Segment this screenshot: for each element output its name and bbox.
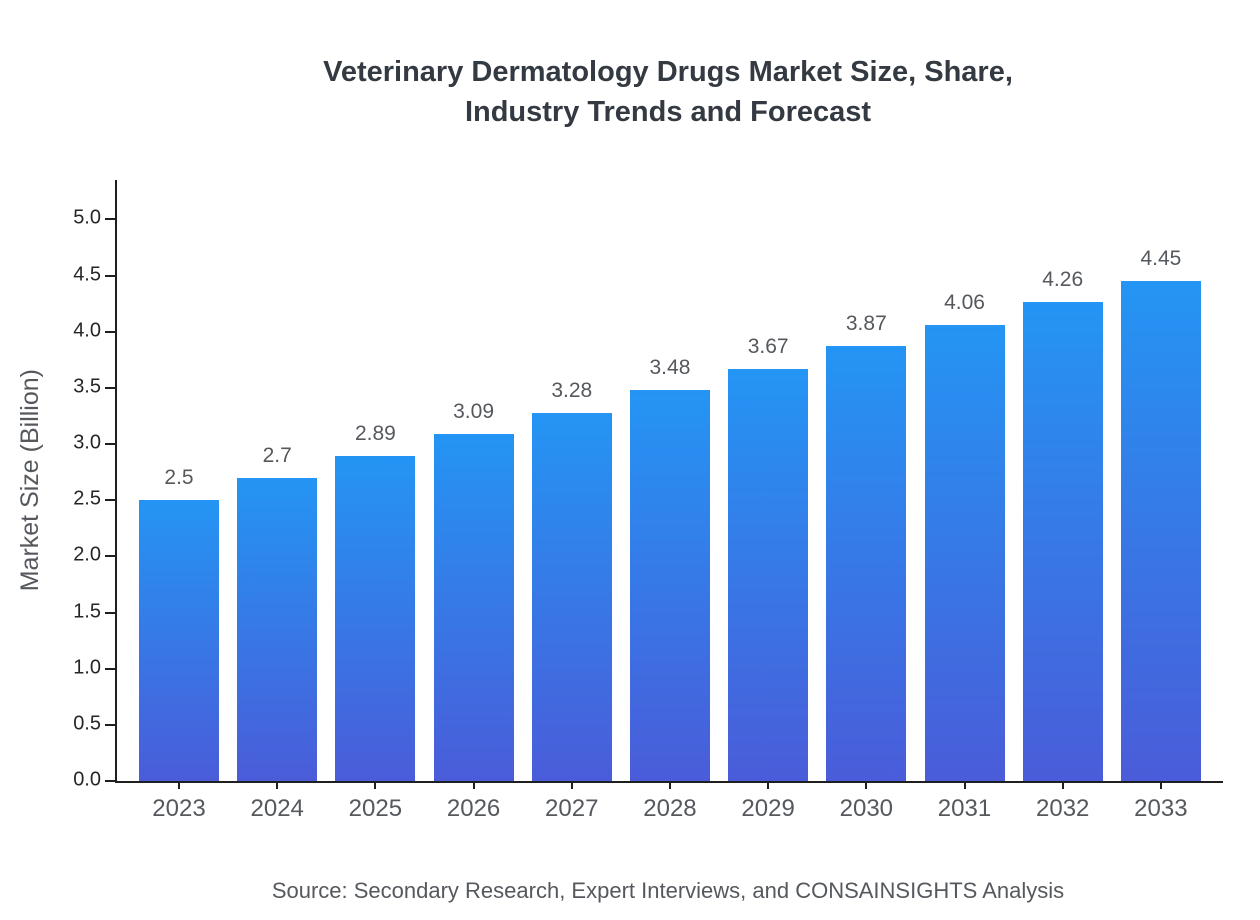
chart-title-line2: Industry Trends and Forecast	[464, 96, 872, 128]
plot-area: 2.5 2023 2.7 2024 2.89 2025 3.09 2026 3.28 2027 3.…	[73, 180, 1223, 822]
chart-title: Veterinary Dermatology Drugs Market Size…	[115, 52, 1221, 132]
y-tick-label: 4.0	[73, 319, 101, 342]
x-tick-mark	[1159, 781, 1162, 789]
x-tick-mark	[963, 781, 966, 789]
source-note: Source: Secondary Research, Expert Inter…	[271, 878, 1065, 903]
bar-value-label: 4.06	[944, 290, 985, 314]
bar-value-label: 3.28	[551, 378, 593, 402]
x-tick-mark	[767, 781, 770, 789]
bar-2029: 3.67	[728, 335, 809, 781]
y-tick-label: 1.0	[73, 656, 101, 679]
bar-value-label: 4.26	[1042, 268, 1084, 292]
y-tick-mark	[105, 780, 115, 782]
y-tick-mark	[105, 330, 115, 333]
bar-value-label: 2.7	[262, 443, 292, 467]
x-tick-mark	[668, 781, 671, 789]
bar-slot: 4.45 2033	[1120, 180, 1201, 822]
x-tick-label: 2029	[741, 795, 795, 822]
y-tick-mark	[105, 723, 115, 726]
bar-value-label: 3.48	[649, 356, 691, 380]
y-tick-label: 2.0	[73, 543, 101, 566]
x-tick-label: 2031	[937, 795, 992, 822]
y-tick-label: 4.5	[73, 262, 101, 285]
bar-slot: 2.7 2024	[237, 180, 318, 822]
bar-slot: 4.26 2032	[1022, 180, 1103, 822]
y-tick-label: 3.5	[73, 375, 101, 398]
x-tick-label: 2032	[1035, 795, 1090, 822]
x-tick-mark	[276, 781, 279, 789]
y-axis-label-text: Market Size (Billion)	[15, 369, 44, 592]
bar-2028: 3.48	[629, 356, 710, 781]
x-tick-label: 2023	[152, 795, 206, 822]
x-tick-label: 2026	[446, 795, 501, 822]
x-tick-mark	[374, 781, 377, 789]
bar-2023: 2.5	[139, 466, 219, 781]
bar-slot: 3.67 2029	[728, 180, 809, 822]
x-tick-label: 2025	[348, 795, 403, 822]
bar-2033: 4.45	[1120, 247, 1201, 781]
bar-2027: 3.28	[531, 379, 612, 781]
y-axis-label: Market Size (Billion)	[12, 180, 48, 781]
bar-2032: 4.26	[1022, 268, 1103, 781]
y-tick-mark	[105, 667, 115, 670]
y-tick-label: 1.5	[73, 599, 101, 622]
bar-2026: 3.09	[433, 400, 514, 781]
y-tick-mark	[105, 218, 115, 221]
bar-slot: 3.28 2027	[531, 180, 612, 822]
x-tick-mark	[472, 781, 475, 789]
bar-value-label: 3.67	[747, 334, 789, 358]
bar-value-label: 3.09	[453, 399, 494, 423]
bar-value-label: 2.89	[354, 422, 396, 446]
y-tick-mark	[105, 274, 115, 277]
y-tick-mark	[105, 443, 115, 445]
bar-slot: 3.48 2028	[629, 180, 710, 822]
y-tick-mark	[105, 499, 115, 502]
x-tick-mark	[1061, 781, 1064, 789]
y-tick-label: 2.5	[73, 487, 101, 510]
y-tick-label: 0.0	[73, 768, 101, 791]
x-tick-label: 2030	[839, 795, 894, 822]
bar-2031: 4.06	[924, 291, 1005, 781]
bar-slot: 2.89 2025	[335, 180, 416, 822]
bar-2024: 2.7	[237, 444, 318, 781]
x-tick-mark	[865, 781, 868, 789]
y-tick-label: 0.5	[73, 712, 101, 735]
x-tick-label: 2033	[1134, 795, 1188, 822]
bar-slot: 3.87 2030	[826, 180, 907, 822]
y-tick-label: 5.0	[73, 206, 101, 229]
bar-2030: 3.87	[826, 312, 907, 781]
bar-slot: 2.5 2023	[139, 180, 219, 822]
y-tick-label: 3.0	[73, 431, 101, 454]
y-tick-mark	[105, 386, 115, 389]
bar-2025: 2.89	[335, 422, 416, 781]
bar-value-label: 4.45	[1140, 247, 1182, 271]
chart-title-line1: Veterinary Dermatology Drugs Market Size…	[323, 56, 1013, 88]
bars: 2.5 2023 2.7 2024 2.89 2025 3.09 2026 3.28 2027 3.…	[117, 180, 1223, 822]
bar-value-label: 2.5	[164, 466, 194, 490]
bar-value-label: 3.87	[845, 312, 887, 336]
bar-slot: 3.09 2026	[433, 180, 514, 822]
x-tick-label: 2028	[643, 795, 697, 822]
x-tick-label: 2027	[545, 795, 599, 822]
y-tick-mark	[105, 555, 115, 558]
x-tick-mark	[570, 781, 573, 789]
x-tick-label: 2024	[250, 795, 304, 822]
x-tick-mark	[178, 781, 180, 789]
y-tick-mark	[105, 611, 115, 614]
bar-slot: 4.06 2031	[924, 180, 1005, 822]
